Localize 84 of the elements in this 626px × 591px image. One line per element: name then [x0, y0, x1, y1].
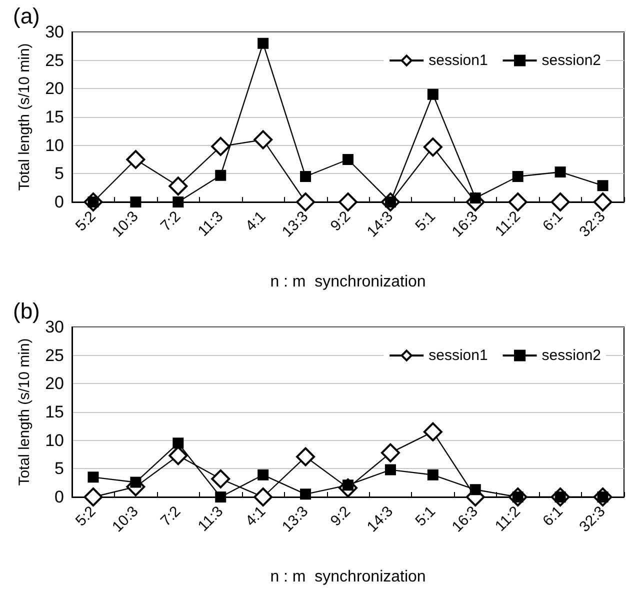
x-tick-label: 16:3 — [448, 208, 482, 241]
x-tick-label: 11:2 — [492, 502, 524, 535]
point — [172, 196, 184, 208]
x-tick-label: 5:1 — [412, 208, 439, 235]
point — [300, 171, 312, 182]
y-tick-label: 30 — [45, 318, 64, 336]
legend-label: session1 — [428, 347, 488, 364]
x-tick-label: 5:2 — [72, 502, 100, 530]
point — [342, 154, 354, 165]
point — [84, 488, 103, 506]
point — [88, 472, 99, 483]
y-tick-label: 0 — [54, 488, 64, 506]
x-tick-label: 11:2 — [492, 208, 524, 240]
y-tick-label: 20 — [45, 79, 64, 98]
x-tick-label: 7:2 — [157, 208, 184, 235]
x-tick-label: 13:3 — [278, 502, 312, 536]
x-tick-label: 32:3 — [576, 502, 609, 536]
x-tick-label: 9:2 — [327, 208, 354, 235]
x-tick-label: 13:3 — [278, 208, 312, 241]
point — [554, 166, 566, 178]
legend-label: session1 — [428, 52, 488, 69]
point — [427, 469, 438, 480]
point — [211, 136, 230, 156]
point — [172, 438, 184, 449]
point — [258, 38, 269, 49]
point — [296, 192, 316, 212]
y-tick-label: 5 — [54, 459, 64, 478]
point — [593, 192, 612, 212]
x-tick-label: 6:1 — [540, 208, 566, 235]
legend-label: session2 — [542, 52, 601, 69]
point — [597, 180, 608, 192]
point — [258, 469, 269, 480]
point — [254, 130, 273, 150]
x-tick-label: 11:3 — [194, 502, 227, 535]
point — [296, 447, 316, 466]
chart-title: (b) — [13, 298, 40, 324]
x-axis-title: n : m synchronization — [270, 274, 426, 290]
point — [211, 469, 230, 488]
point — [168, 176, 188, 196]
y-tick-label: 25 — [45, 50, 64, 70]
y-tick-label: 5 — [54, 164, 64, 184]
x-tick-label: 4:1 — [242, 502, 270, 530]
point — [130, 196, 142, 208]
y-tick-label: 10 — [45, 136, 64, 155]
x-tick-label: 14:3 — [364, 208, 396, 241]
point — [423, 138, 442, 157]
x-tick-label: 11:3 — [194, 208, 227, 240]
y-tick-label: 30 — [45, 22, 64, 42]
chart-title: (a) — [13, 4, 40, 28]
point — [338, 192, 358, 212]
x-tick-label: 32:3 — [576, 208, 609, 241]
y-tick-label: 10 — [45, 430, 64, 450]
point — [512, 171, 524, 182]
point — [300, 488, 312, 500]
point — [215, 492, 226, 502]
point — [254, 488, 273, 506]
point — [470, 484, 481, 496]
y-tick-label: 0 — [54, 192, 64, 212]
x-tick-label: 7:2 — [157, 502, 184, 530]
legend-label: session2 — [542, 347, 601, 364]
x-tick-label: 10:3 — [109, 208, 142, 241]
point — [508, 192, 528, 212]
point — [384, 464, 396, 476]
x-tick-label: 6:1 — [540, 502, 566, 530]
x-tick-label: 9:2 — [327, 502, 354, 530]
y-tick-label: 25 — [45, 346, 64, 365]
point — [126, 150, 146, 169]
y-axis-title: Total length (s/10 min) — [16, 338, 33, 486]
x-tick-label: 4:1 — [242, 208, 270, 235]
x-tick-label: 5:1 — [412, 502, 439, 530]
point — [550, 192, 570, 212]
x-tick-label: 16:3 — [448, 502, 482, 536]
point — [215, 170, 226, 181]
y-tick-label: 15 — [45, 402, 64, 422]
x-tick-label: 14:3 — [364, 502, 396, 536]
point — [380, 443, 400, 462]
x-tick-label: 5:2 — [72, 208, 100, 235]
y-tick-label: 15 — [45, 108, 64, 126]
y-axis-title: Total length (s/10 min) — [16, 43, 33, 191]
point — [423, 422, 442, 442]
y-tick-label: 20 — [45, 374, 64, 394]
point — [427, 88, 438, 100]
x-tick-label: 10:3 — [109, 502, 142, 536]
x-axis-title: n : m synchronization — [270, 568, 426, 586]
